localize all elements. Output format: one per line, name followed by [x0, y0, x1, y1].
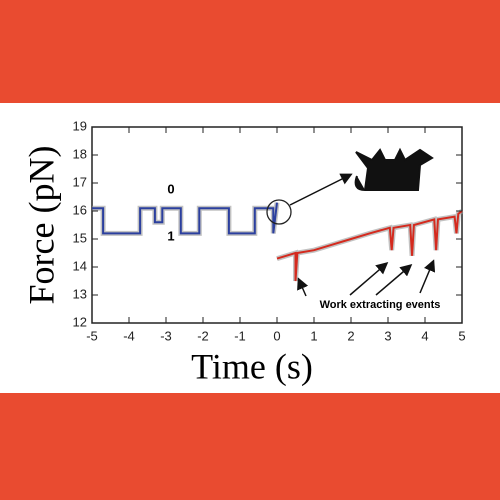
x-tick-label: 0 [273, 328, 280, 343]
x-tick-label: 4 [421, 328, 428, 343]
x-axis-label: Time (s) [191, 346, 313, 386]
y-tick-label: 16 [73, 202, 87, 217]
line [276, 210, 463, 282]
highlight-circle [266, 199, 292, 225]
y-tick-label: 13 [73, 286, 87, 301]
x-tick-label: 1 [310, 328, 317, 343]
x-tick-label: 3 [384, 328, 391, 343]
x-tick-label: -4 [123, 328, 135, 343]
annotation: Work extracting events [320, 299, 441, 311]
line [92, 202, 278, 235]
y-tick-label: 12 [73, 314, 87, 329]
x-tick-label: -5 [86, 328, 98, 343]
arrows [289, 173, 436, 297]
y-tick-label: 14 [73, 258, 87, 273]
y-tick-label: 17 [73, 174, 87, 189]
annotation: 0 [167, 181, 174, 196]
demon-icon [354, 147, 434, 191]
x-tick-label: 2 [347, 328, 354, 343]
y-axis-label: Force (pN) [21, 146, 61, 305]
y-tick-label: 15 [73, 230, 87, 245]
y-tick-label: 19 [73, 118, 87, 133]
x-tick-label: -2 [197, 328, 209, 343]
x-tick-label: -3 [160, 328, 172, 343]
annotation: 1 [167, 228, 174, 243]
y-tick-label: 18 [73, 146, 87, 161]
x-tick-label: -1 [234, 328, 246, 343]
x-tick-label: 5 [458, 328, 465, 343]
